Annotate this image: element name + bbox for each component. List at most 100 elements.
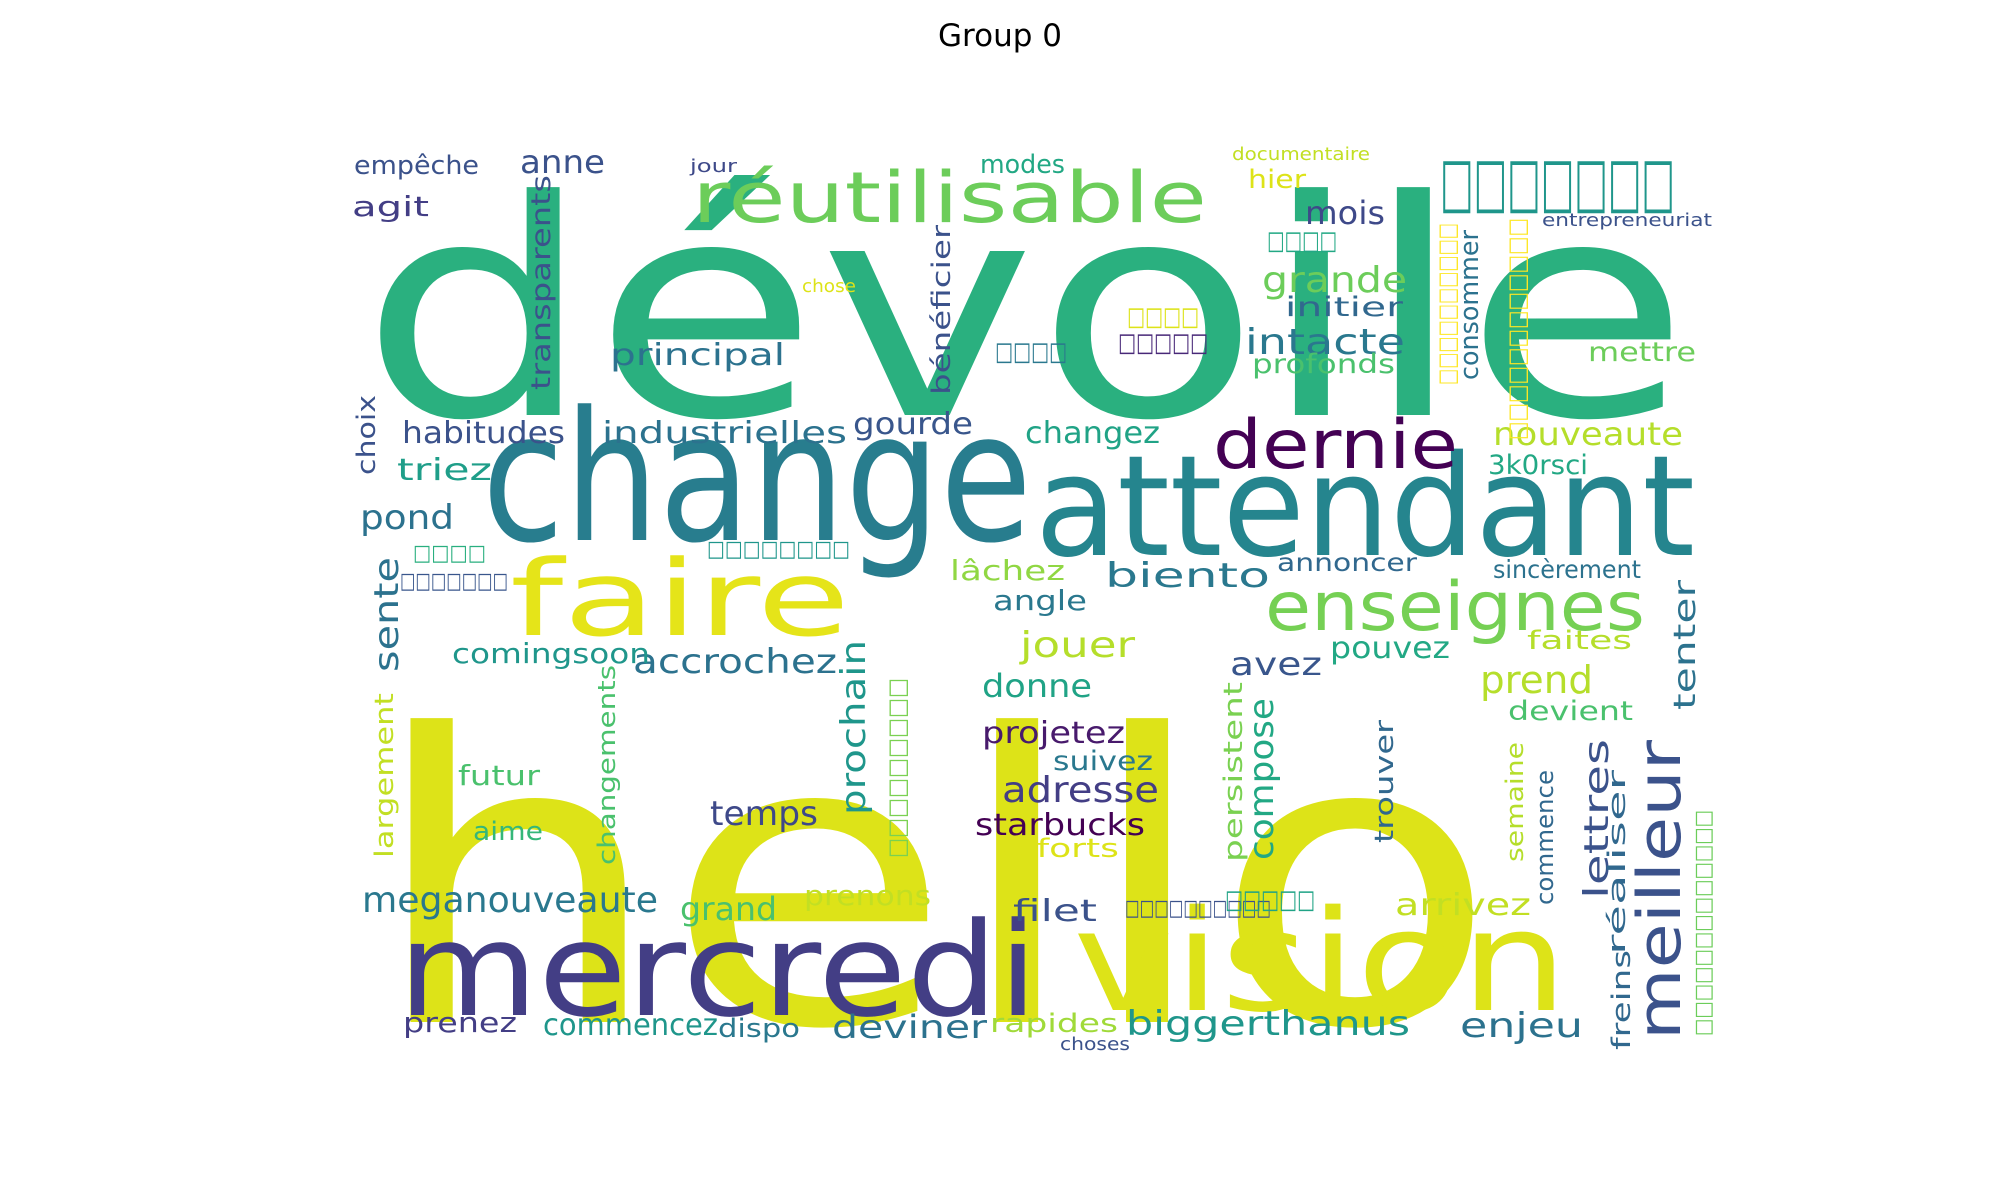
word-67: projetez <box>982 716 1125 751</box>
word-72: temps <box>710 794 818 834</box>
word-63: □□□□□□□ <box>400 569 508 594</box>
word-44: □□□□□□□□□□ <box>1433 223 1461 385</box>
word-10: dernie <box>1213 406 1458 485</box>
word-28: triez <box>397 453 492 488</box>
word-26: nouveaute <box>1493 415 1683 453</box>
word-43: □□□□□ <box>1118 328 1208 358</box>
word-21: consommer <box>1455 230 1485 380</box>
word-37: hier <box>1248 165 1306 195</box>
word-5: vision <box>1073 881 1568 1044</box>
word-46: bientо <box>1105 556 1270 596</box>
word-73: compose <box>1242 698 1282 860</box>
word-65: prochain <box>834 640 874 815</box>
word-77: semaine <box>1501 742 1529 862</box>
word-80: □□□□□□□□□□□□□ <box>1691 810 1716 1036</box>
word-74: persistent <box>1219 682 1249 862</box>
word-58: devient <box>1508 696 1633 727</box>
chart-title: Group 0 <box>938 18 1062 54</box>
word-59: accrochez <box>633 642 837 682</box>
word-51: avez <box>1230 645 1322 683</box>
word-29: pond <box>360 498 454 538</box>
word-27: 3k0rsci <box>1488 450 1588 481</box>
word-31: agit <box>352 190 429 223</box>
word-23: industrielles <box>602 416 847 451</box>
word-17: mettre <box>1588 337 1696 368</box>
word-98: biggerthanus <box>1126 1004 1410 1044</box>
word-95: deviner <box>832 1008 988 1046</box>
word-12: grande <box>1262 260 1407 301</box>
word-45: □□□□□□□□□□□□ <box>1503 218 1531 440</box>
word-91: arrivez <box>1395 888 1531 923</box>
word-49: jouer <box>1019 625 1135 666</box>
word-2: change <box>482 374 1032 583</box>
word-6: faire <box>510 538 850 660</box>
word-7: réutilisable <box>692 157 1207 239</box>
word-79: réaliser <box>1603 770 1631 955</box>
word-60: comingsoon <box>452 637 650 670</box>
word-61: sente <box>367 557 407 672</box>
word-75: trouver <box>1370 720 1400 843</box>
word-96: rapides <box>990 1009 1118 1039</box>
word-32: empêche <box>354 151 479 181</box>
word-100: freins <box>1607 950 1637 1050</box>
word-76: lettres <box>1577 739 1617 899</box>
word-68: suivez <box>1053 746 1153 777</box>
word-40: chose <box>802 276 856 297</box>
word-14: mois <box>1305 194 1385 232</box>
word-64: □□□□□□□□ <box>707 537 850 562</box>
word-94: dispo <box>718 1014 800 1044</box>
word-88: prenons <box>804 879 931 912</box>
word-57: prend <box>1480 658 1593 702</box>
word-41: □□□□ <box>1127 302 1199 332</box>
word-1: hello <box>368 652 1498 1117</box>
word-99: enjeu <box>1460 1006 1583 1046</box>
word-85: changements <box>593 665 621 865</box>
word-92: prenez <box>403 1006 517 1039</box>
word-18: principal <box>610 338 785 373</box>
word-39: □□□□ <box>1267 226 1337 256</box>
word-47: lâchez <box>950 554 1065 587</box>
word-78: commence <box>1531 770 1559 905</box>
word-56: tenter <box>1668 579 1703 710</box>
word-62: □□□□ <box>413 541 486 566</box>
word-48: angle <box>993 584 1087 617</box>
word-13: intacte <box>1245 322 1405 363</box>
word-11: □□□□□□□ <box>1440 143 1675 222</box>
word-4: mercredi <box>398 894 1038 1046</box>
word-55: faites <box>1527 626 1632 656</box>
word-50: donne <box>982 667 1092 705</box>
word-19: transparents <box>526 175 557 390</box>
word-66: □□□□□□□□□ <box>883 678 911 858</box>
word-20: bénéficier <box>927 225 957 395</box>
word-3: attendant <box>1035 426 1695 589</box>
word-93: commencez <box>543 1008 718 1043</box>
word-84: aime <box>473 817 543 847</box>
word-36: documentaire <box>1232 144 1370 165</box>
word-83: futur <box>458 759 541 792</box>
word-22: gourde <box>853 407 973 442</box>
word-71: efforts <box>1002 834 1119 864</box>
word-53: annoncer <box>1277 548 1418 577</box>
word-81: □□□□□□□□□□ <box>1125 896 1271 921</box>
word-70: starbucks <box>975 808 1145 843</box>
word-25: changez <box>1025 416 1160 451</box>
word-9: meilleur <box>1625 740 1695 1040</box>
word-0: dévoile <box>360 137 1690 486</box>
word-86: meganouveaute <box>362 880 658 921</box>
word-35: modes <box>980 150 1065 180</box>
word-8: enseignes <box>1265 568 1645 647</box>
word-52: pouvez <box>1330 631 1450 666</box>
word-87: grand <box>680 890 777 928</box>
word-69: adresse <box>1002 770 1159 811</box>
word-97: choses <box>1060 1034 1130 1055</box>
word-38: entrepreneuriat <box>1542 210 1712 231</box>
word-24: habitudes <box>402 416 565 451</box>
word-54: sincèrement <box>1493 555 1641 584</box>
word-89: filet <box>1013 894 1097 929</box>
word-30: choix <box>352 395 382 475</box>
word-16: profonds <box>1252 349 1395 380</box>
word-15: initier <box>1285 292 1404 323</box>
word-34: jour <box>689 156 738 177</box>
word-33: anne <box>520 143 605 181</box>
